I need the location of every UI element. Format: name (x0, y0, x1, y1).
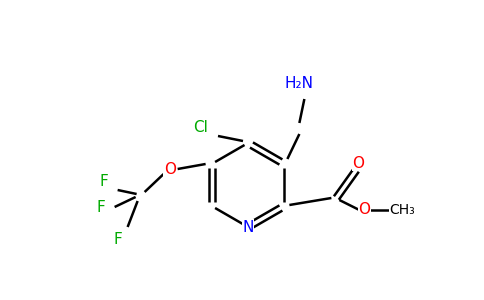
Text: CH₃: CH₃ (390, 203, 415, 217)
Text: H₂N: H₂N (285, 76, 314, 91)
Text: F: F (113, 232, 122, 247)
Text: O: O (352, 155, 364, 170)
Text: O: O (164, 161, 176, 176)
Text: F: F (99, 173, 108, 188)
Text: Cl: Cl (194, 119, 209, 134)
Text: F: F (96, 200, 105, 214)
Text: N: N (242, 220, 254, 235)
Text: O: O (358, 202, 370, 217)
